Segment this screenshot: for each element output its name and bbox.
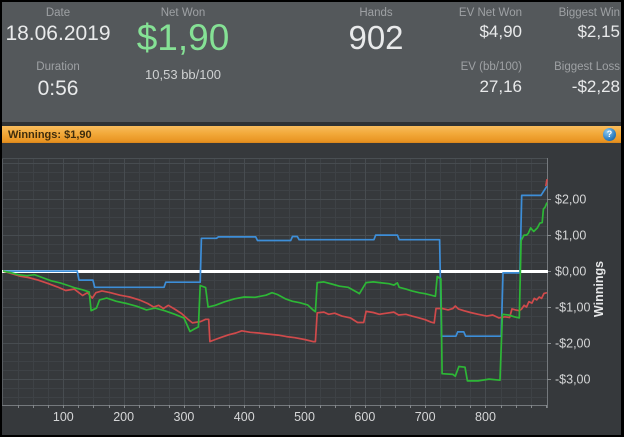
- ev-net-won-value: $4,90: [479, 22, 522, 41]
- svg-text:$0,00: $0,00: [555, 265, 586, 279]
- date-label: Date: [45, 7, 71, 19]
- svg-text:$2,00: $2,00: [555, 193, 586, 207]
- svg-text:-$3,00: -$3,00: [555, 373, 590, 387]
- duration-label: Duration: [36, 61, 80, 73]
- biggest-win-value: $2,15: [577, 22, 620, 41]
- chart-canvas[interactable]: 100 200 300 400 500 600 700 800 $2,00 $1,00 $0,00 -…: [2, 143, 621, 435]
- svg-text:300: 300: [174, 410, 195, 424]
- winnings-chart[interactable]: 100 200 300 400 500 600 700 800 $2,00 $1,00 $0,00 -…: [2, 143, 621, 435]
- winnings-section-bar[interactable]: Winnings: $1,90 ?: [2, 126, 621, 143]
- svg-text:500: 500: [294, 410, 315, 424]
- svg-text:-$2,00: -$2,00: [555, 337, 590, 351]
- ev-bb100-label: EV (bb/100): [460, 61, 522, 73]
- stats-header: Date 18.06.2019 Duration 0:56 Net Won $1…: [2, 2, 621, 122]
- blue-line: [3, 185, 548, 338]
- svg-text:$1,00: $1,00: [555, 229, 586, 243]
- svg-text:800: 800: [475, 410, 496, 424]
- end-marker: [544, 179, 548, 187]
- net-won-label: Net Won: [160, 7, 206, 19]
- ev-net-won-label: EV Net Won: [458, 7, 522, 19]
- svg-text:200: 200: [113, 410, 134, 424]
- duration-value: 0:56: [37, 77, 79, 100]
- date-value: 18.06.2019: [5, 22, 111, 45]
- y-axis-title: Winnings: [592, 261, 606, 317]
- net-won-value: $1,90: [136, 17, 230, 58]
- help-icon[interactable]: ?: [603, 128, 616, 141]
- svg-text:-$1,00: -$1,00: [555, 301, 590, 315]
- svg-text:600: 600: [354, 410, 375, 424]
- winnings-section-label: Winnings: $1,90: [8, 128, 92, 141]
- biggest-loss-value: -$2,28: [571, 77, 620, 96]
- ev-bb100-value: 27,16: [479, 77, 522, 96]
- svg-text:700: 700: [415, 410, 436, 424]
- header-divider: [2, 122, 621, 126]
- green-line: [2, 202, 548, 382]
- svg-text:400: 400: [234, 410, 255, 424]
- svg-text:100: 100: [53, 410, 74, 424]
- hands-value: 902: [348, 19, 404, 56]
- net-won-bb100: 10,53 bb/100: [145, 67, 221, 82]
- hands-label: Hands: [359, 7, 393, 19]
- biggest-loss-label: Biggest Loss: [554, 61, 620, 73]
- biggest-win-label: Biggest Win: [558, 7, 620, 19]
